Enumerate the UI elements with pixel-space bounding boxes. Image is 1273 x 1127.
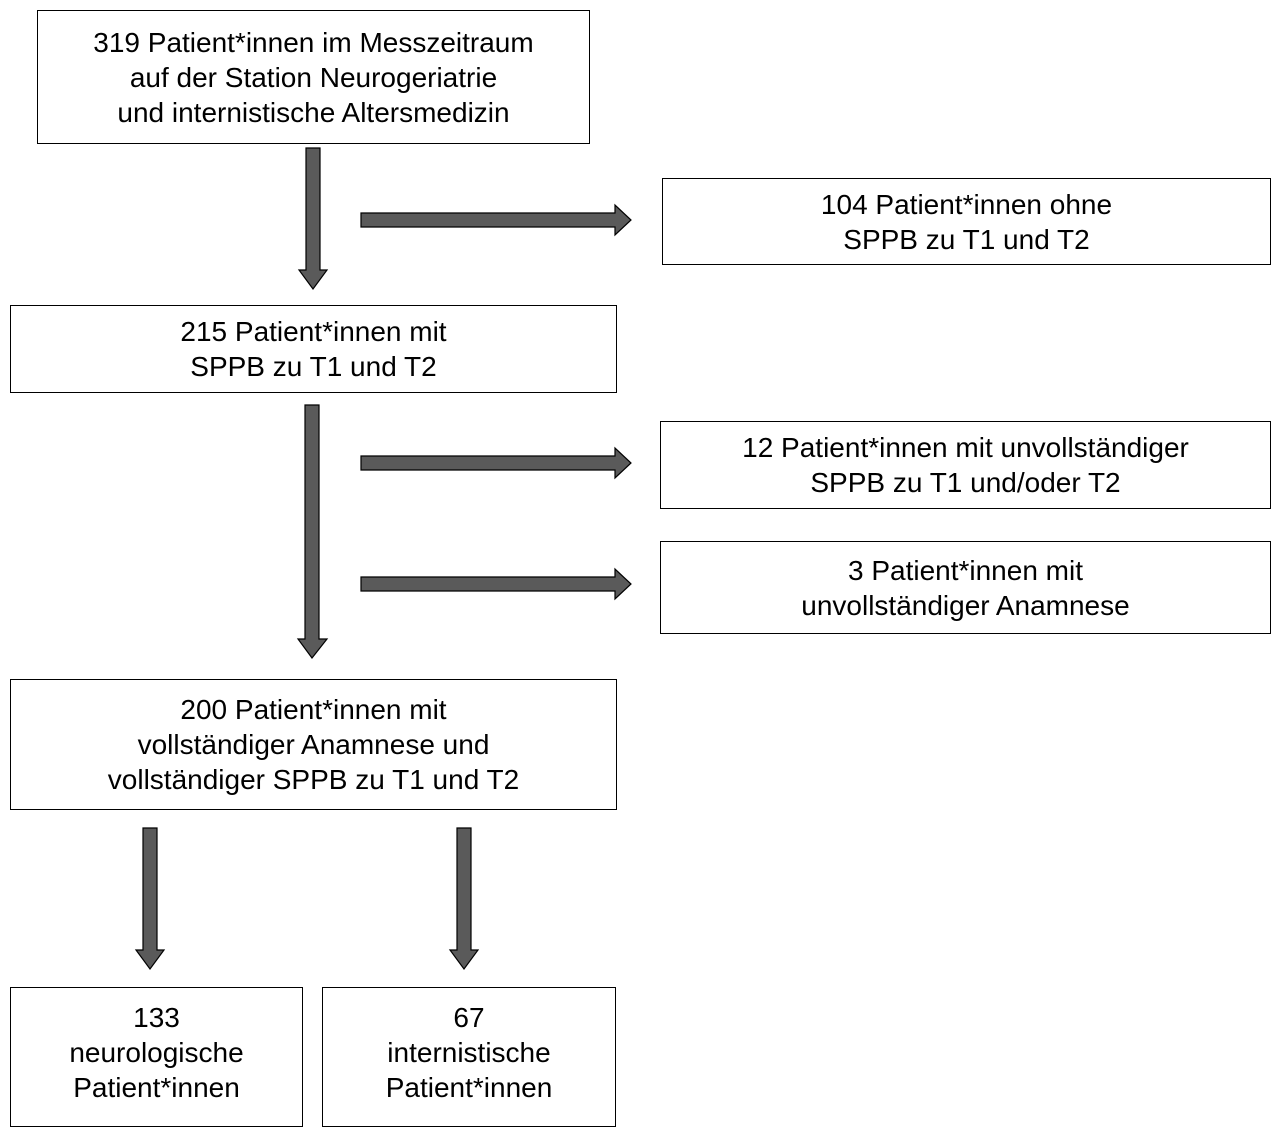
arrow-complete-to-internal: [448, 827, 480, 971]
box-excluded-no-sppb-line-2: SPPB zu T1 und T2: [843, 223, 1090, 255]
box-excluded-incomplete-sppb-line-2: SPPB zu T1 und/oder T2: [810, 467, 1121, 498]
box-start-line-1: 319 Patient*innen im Messzeitraum: [93, 26, 534, 58]
box-internal: 67 internistische Patient*innen: [322, 987, 616, 1127]
box-neurological: 133 neurologische Patient*innen: [10, 987, 303, 1127]
box-complete-line-2: vollständiger Anamnese und: [137, 729, 490, 760]
box-with-sppb-line-2: SPPB zu T1 und T2: [190, 351, 437, 382]
box-complete-line-3: vollständiger SPPB zu T1 und T2: [107, 764, 520, 795]
box-with-sppb: 215 Patient*innen mit SPPB zu T1 und T2: [10, 305, 617, 393]
arrow-with-sppb-to-complete: [296, 404, 329, 659]
box-neurological-line-1: 133: [133, 1002, 180, 1033]
arrow-complete-to-neurological: [134, 827, 166, 971]
box-internal-line-1: 67: [453, 1002, 485, 1033]
box-excluded-no-sppb-line-1: 104 Patient*innen ohne: [820, 188, 1113, 220]
box-neurological-line-2: neurologische: [69, 1037, 244, 1068]
arrow-to-excluded-incomplete-sppb: [360, 446, 632, 480]
box-complete-line-1: 200 Patient*innen mit: [180, 694, 447, 725]
box-excluded-incomplete-sppb-line-1: 12 Patient*innen mit unvollständiger: [742, 432, 1189, 463]
box-with-sppb-line-1: 215 Patient*innen mit: [180, 316, 447, 347]
box-internal-line-2: internistische: [387, 1037, 551, 1068]
box-excluded-no-sppb: 104 Patient*innen ohne SPPB zu T1 und T2: [662, 178, 1271, 265]
box-complete: 200 Patient*innen mit vollständiger Anam…: [10, 679, 617, 810]
box-excluded-incomplete-anamnesis-line-1: 3 Patient*innen mit: [847, 554, 1084, 586]
box-start: 319 Patient*innen im Messzeitraum auf de…: [37, 10, 590, 144]
box-internal-line-3: Patient*innen: [385, 1072, 553, 1103]
box-start-line-3: und internistische Altersmedizin: [117, 96, 510, 128]
arrow-to-excluded-no-sppb: [360, 203, 632, 237]
box-excluded-incomplete-anamnesis: 3 Patient*innen mit unvollständiger Anam…: [660, 541, 1271, 634]
box-excluded-incomplete-sppb: 12 Patient*innen mit unvollständiger SPP…: [660, 421, 1271, 509]
box-neurological-line-3: Patient*innen: [73, 1072, 240, 1103]
box-start-line-2: auf der Station Neurogeriatrie: [129, 61, 498, 93]
arrow-start-to-with-sppb: [297, 147, 329, 291]
box-excluded-incomplete-anamnesis-line-2: unvollständiger Anamnese: [801, 589, 1130, 621]
arrow-to-excluded-incomplete-anamnesis: [360, 567, 632, 601]
